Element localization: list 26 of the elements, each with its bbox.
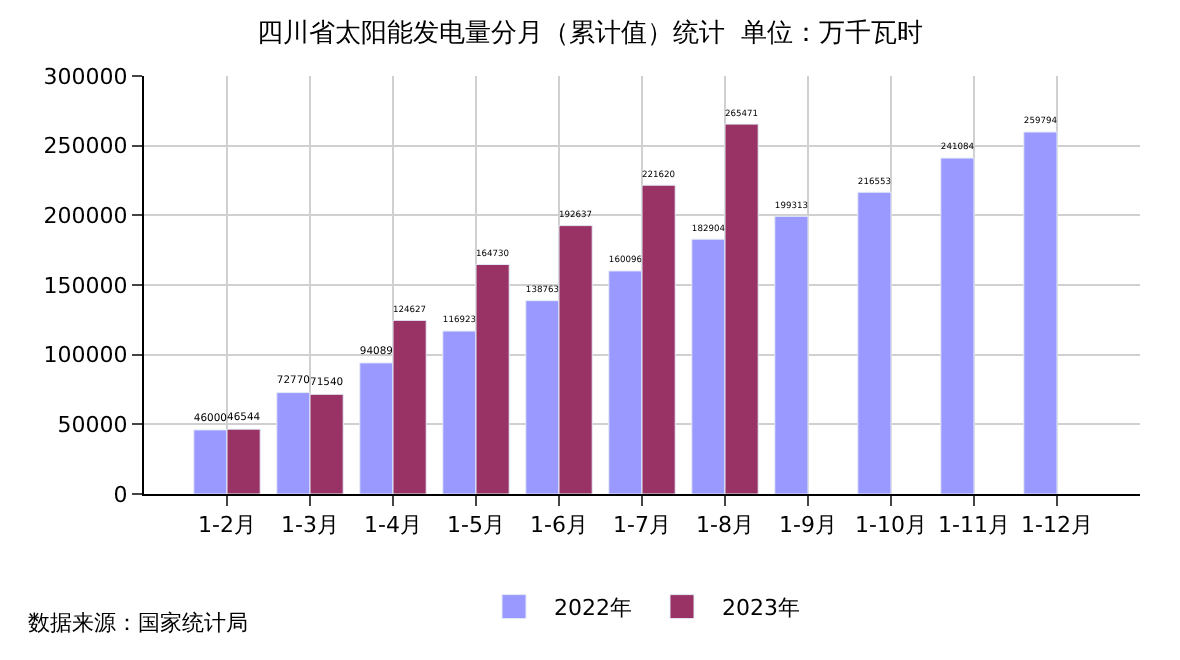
x-tick-label: 1-12月 <box>1021 512 1093 539</box>
x-tick-label: 1-11月 <box>938 512 1010 539</box>
x-tick-label: 1-6月 <box>530 512 588 539</box>
x-tick-label: 1-3月 <box>281 512 339 539</box>
y-tick-label: 0 <box>113 481 128 508</box>
chart-title: 四川省太阳能发电量分月（累计值）统计 单位：万千瓦时 <box>256 19 924 50</box>
bar <box>774 215 809 494</box>
x-tick-label: 1-9月 <box>779 512 837 539</box>
source-note: 数据来源：国家统计局 <box>28 610 248 636</box>
legend-label: 2022年 <box>554 595 632 622</box>
x-tick-label: 1-10月 <box>855 512 927 539</box>
x-tick-label: 1-4月 <box>364 512 422 539</box>
y-tick-label: 100000 <box>43 342 128 369</box>
y-tick-label: 150000 <box>43 272 128 299</box>
x-tick-label: 1-8月 <box>696 512 754 539</box>
y-tick-label: 200000 <box>43 203 128 230</box>
x-tick-label: 1-2月 <box>198 512 256 539</box>
y-tick-label: 50000 <box>57 412 128 439</box>
y-tick-label: 250000 <box>43 133 128 160</box>
x-tick-label: 1-5月 <box>447 512 505 539</box>
legend-label: 2023年 <box>722 595 800 622</box>
bar <box>940 157 975 494</box>
bar <box>857 191 892 494</box>
x-tick-label: 1-7月 <box>613 512 671 539</box>
y-tick-label: 300000 <box>43 63 128 90</box>
bar <box>1023 131 1058 494</box>
